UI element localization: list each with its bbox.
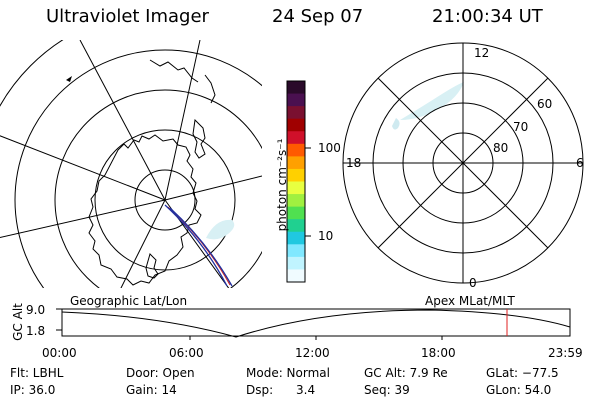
date-label: 24 Sep 07 xyxy=(272,6,364,27)
color-bar-band xyxy=(287,194,305,208)
coastline xyxy=(149,59,199,83)
longitude-line xyxy=(79,40,166,201)
apex-caption: Apex MLat/MLT xyxy=(425,294,515,308)
latitude-circle xyxy=(134,169,196,231)
apex-polar-plot xyxy=(342,42,584,284)
mlat-label-80: 80 xyxy=(493,141,509,155)
color-bar-band xyxy=(287,256,305,270)
longitude-line xyxy=(0,135,166,201)
longitude-line xyxy=(0,199,166,238)
status-gain: Gain: 14 xyxy=(126,383,177,397)
mlt-label-12: 12 xyxy=(474,46,490,60)
mlt-label-6: 6 xyxy=(576,156,584,170)
color-bar-band xyxy=(287,231,305,245)
mlt-label-18: 18 xyxy=(346,156,362,170)
orbit-track xyxy=(169,207,233,287)
color-bar-band xyxy=(287,168,305,182)
status-ip: IP: 36.0 xyxy=(10,383,56,397)
aurora-oval xyxy=(400,82,464,120)
mlat-label-60: 60 xyxy=(537,97,553,111)
color-bar-band xyxy=(287,106,305,120)
color-bar-frame xyxy=(286,80,306,283)
color-bar-unit-label: photon cm⁻²s⁻¹ xyxy=(275,138,289,232)
color-bar-band xyxy=(287,219,305,233)
status-mode: Mode: Normal xyxy=(246,366,330,380)
color-bar-band xyxy=(287,93,305,107)
aurora-patch xyxy=(206,219,235,240)
latitude-circle xyxy=(54,89,262,288)
status-glat: GLat: −77.5 xyxy=(486,366,559,380)
timeline-plot xyxy=(56,308,571,340)
color-bar-band xyxy=(287,118,305,132)
longitude-line xyxy=(120,199,166,288)
mlat-label-70: 70 xyxy=(513,120,529,134)
aurora-oval xyxy=(392,118,400,130)
timeline-x-tick-1200: 12:00 xyxy=(295,346,330,360)
geographic-map xyxy=(0,40,262,288)
color-bar-band xyxy=(287,269,305,283)
longitude-line xyxy=(164,175,262,201)
color-bar-label-100: 100 xyxy=(318,141,341,155)
mlt-label-0: 0 xyxy=(469,276,477,290)
time-label: 21:00:34 UT xyxy=(432,6,543,27)
color-bar-band xyxy=(287,156,305,170)
timeline-x-tick-0000: 00:00 xyxy=(42,346,77,360)
timeline-x-tick-0600: 06:00 xyxy=(169,346,204,360)
timeline-x-tick-2359: 23:59 xyxy=(548,346,583,360)
color-bar xyxy=(287,81,305,283)
timeline-y-tick-1-8: 1.8 xyxy=(26,324,46,338)
status-door: Door: Open xyxy=(126,366,195,380)
instrument-title: Ultraviolet Imager xyxy=(46,6,209,27)
color-bar-band xyxy=(287,206,305,220)
direction-marker xyxy=(66,76,72,82)
color-bar-band xyxy=(287,244,305,258)
coastline xyxy=(145,253,159,279)
orbit-track xyxy=(164,204,228,287)
timeline-x-tick-1800: 18:00 xyxy=(421,346,456,360)
status-seq: Seq: 39 xyxy=(364,383,410,397)
color-bar-label-10: 10 xyxy=(318,229,334,243)
status-glon: GLon: 54.0 xyxy=(486,383,552,397)
coastline xyxy=(192,118,206,159)
status-filter: Flt: LBHL xyxy=(10,366,64,380)
timeline-y-label: GC Alt xyxy=(11,303,25,341)
color-bar-band xyxy=(287,143,305,157)
color-bar-band xyxy=(287,81,305,95)
color-bar-band xyxy=(287,181,305,195)
mlt-line xyxy=(377,77,549,249)
latitude-circle xyxy=(14,49,262,288)
status-dsp: Dsp: 3.4 xyxy=(246,383,316,397)
color-bar-band xyxy=(287,131,305,145)
coastline xyxy=(88,134,202,286)
coastline xyxy=(204,74,216,104)
altitude-curve xyxy=(61,309,571,338)
timeline-y-tick-9: 9.0 xyxy=(26,303,46,317)
longitude-line xyxy=(164,40,201,201)
geographic-caption: Geographic Lat/Lon xyxy=(70,294,188,308)
status-gc-alt: GC Alt: 7.9 Re xyxy=(364,366,448,380)
